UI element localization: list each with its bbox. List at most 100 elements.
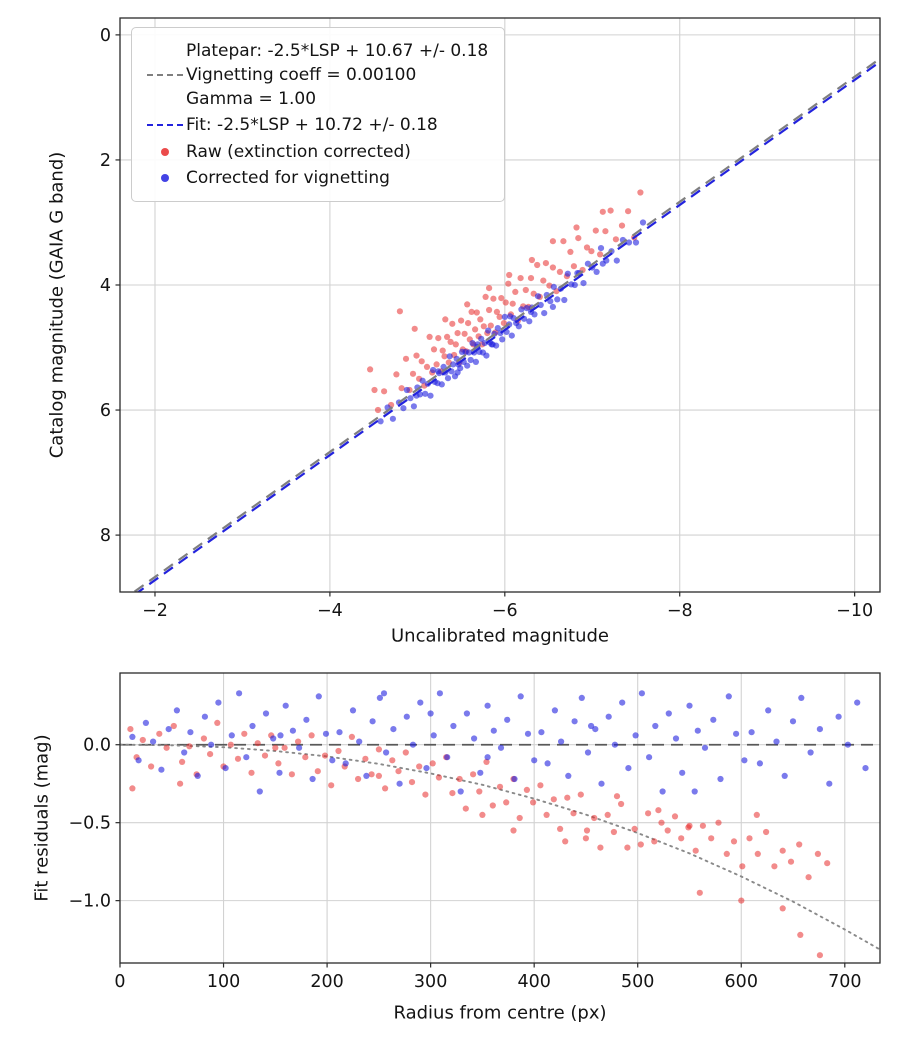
tick-label: 2 — [100, 151, 111, 171]
scatter-point — [241, 730, 248, 737]
scatter-point — [383, 749, 390, 756]
tick-label: 8 — [100, 526, 111, 546]
scatter-point — [408, 779, 416, 786]
scatter-point — [625, 208, 632, 215]
scatter-point — [542, 260, 550, 267]
scatter-point — [314, 768, 321, 775]
scatter-point — [612, 236, 620, 243]
scatter-point — [402, 355, 410, 362]
scatter-point — [450, 361, 457, 368]
scatter-point — [256, 788, 263, 795]
legend: Platepar: -2.5*LSP + 10.67 +/- 0.18 Vign… — [131, 27, 506, 202]
scatter-point — [422, 390, 429, 397]
scatter-point — [442, 316, 449, 323]
scatter-point — [179, 758, 186, 766]
scatter-point — [583, 827, 591, 834]
scatter-point — [403, 386, 410, 394]
scatter-point — [605, 713, 612, 720]
scatter-point — [435, 335, 442, 342]
scatter-point — [181, 749, 188, 756]
scatter-point — [457, 788, 464, 795]
corrected-marker-swatch — [161, 173, 169, 182]
scatter-point — [646, 754, 653, 761]
scatter-point — [715, 819, 722, 826]
scatter-point — [288, 771, 295, 778]
scatter-point — [468, 308, 475, 315]
scatter-point — [461, 330, 468, 337]
plot-1: 0 100 200 300 400 500 600 700 0.0 −0.5 −1.0 — [69, 672, 881, 992]
scatter-point — [485, 327, 492, 334]
tick-label: −10 — [836, 601, 873, 621]
scatter-point — [531, 757, 538, 764]
scatter-point — [796, 841, 803, 848]
scatter-point — [472, 326, 479, 333]
scatter-point — [186, 743, 193, 750]
scatter-point — [376, 694, 383, 702]
scatter-point — [377, 418, 384, 425]
scatter-point — [393, 371, 400, 378]
scatter-point — [435, 774, 442, 781]
tick-label: 300 — [414, 972, 447, 992]
scatter-point — [309, 775, 316, 783]
scatter-point — [699, 822, 707, 829]
scatter-point — [471, 735, 478, 742]
scatter-point — [624, 844, 631, 851]
scatter-point — [201, 713, 208, 720]
scatter-point — [567, 248, 574, 255]
scatter-point — [129, 733, 136, 741]
bottom-yaxis-label: Fit residuals (mag) — [31, 734, 53, 902]
scatter-point — [679, 769, 686, 776]
scatter-point — [741, 757, 748, 764]
scatter-point — [456, 775, 463, 783]
tick-label: −2 — [142, 601, 168, 621]
scatter-point — [497, 744, 505, 751]
scatter-point — [510, 827, 517, 834]
scatter-point — [511, 775, 518, 783]
scatter-point — [611, 741, 619, 748]
scatter-point — [458, 317, 465, 324]
scatter-point — [322, 730, 330, 737]
scatter-point — [763, 828, 770, 836]
scatter-point — [477, 316, 484, 323]
scatter-point — [302, 754, 309, 761]
tick-label: 0.0 — [83, 736, 111, 756]
scatter-point — [652, 722, 659, 730]
scatter-point — [444, 333, 451, 340]
scatter-point — [544, 760, 551, 767]
platepar-line — [132, 57, 880, 592]
scatter-point — [779, 847, 786, 854]
scatter-point — [701, 744, 709, 751]
scatter-point — [671, 813, 679, 820]
scatter-point — [328, 782, 335, 789]
scatter-point — [389, 757, 396, 764]
scatter-point — [403, 713, 410, 720]
scatter-point — [686, 702, 693, 709]
top-yaxis-label: Catalog magnitude (GAIA G band) — [46, 151, 68, 459]
scatter-point — [496, 783, 504, 790]
scatter-point — [423, 765, 430, 772]
scatter-point — [691, 788, 698, 795]
scatter-point — [530, 799, 537, 806]
scatter-point — [523, 305, 530, 312]
scatter-point — [472, 358, 479, 365]
scatter-point — [490, 727, 497, 734]
scatter-point — [597, 844, 604, 851]
legend-corrected-label: Corrected for vignetting — [186, 167, 390, 188]
scatter-point — [694, 727, 701, 734]
scatter-point — [187, 729, 194, 736]
scatter-point — [816, 952, 824, 959]
tick-label: 0 — [114, 972, 125, 992]
scatter-point — [540, 277, 547, 284]
scatter-point — [215, 699, 222, 706]
scatter-point — [489, 802, 496, 809]
scatter-point — [430, 346, 438, 353]
scatter-point — [173, 707, 180, 714]
scatter-point — [438, 381, 445, 388]
platepar-line-swatch — [147, 74, 183, 77]
scatter-point — [613, 257, 620, 264]
scatter-point — [509, 300, 516, 307]
scatter-point — [254, 740, 261, 747]
tick-label: 200 — [310, 972, 343, 992]
scatter-point — [571, 718, 578, 725]
scatter-point — [496, 313, 503, 320]
